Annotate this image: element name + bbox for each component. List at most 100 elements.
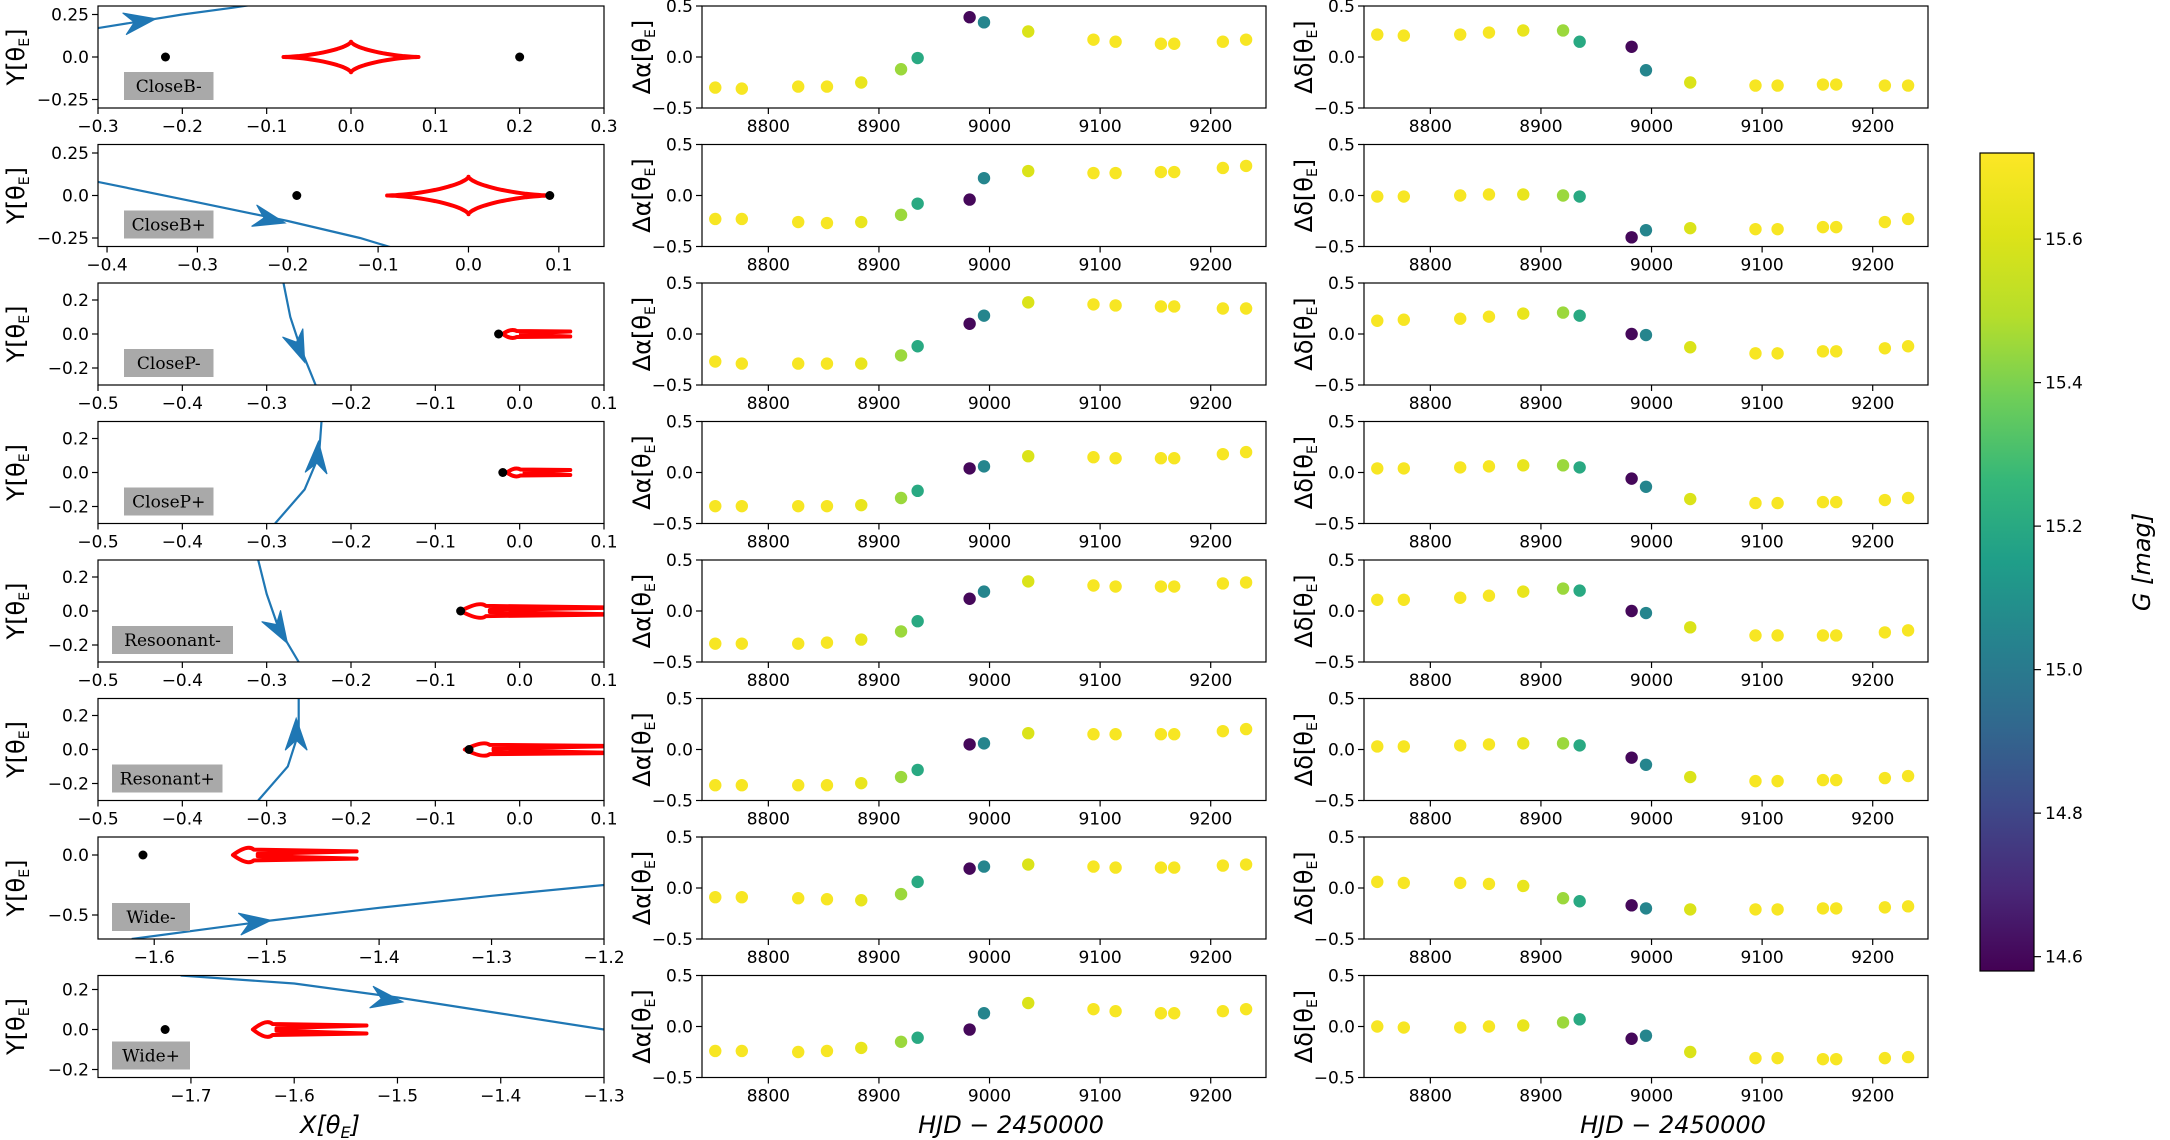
dalpha-panel-point	[977, 737, 991, 750]
dalpha-panel-xtick-label: 9000	[968, 671, 1011, 691]
caustic-panel-ytick-label: 0.2	[62, 568, 89, 588]
dalpha-panel-point	[894, 208, 908, 222]
dalpha-panel-frame	[701, 559, 1267, 663]
ddelta-panel-point	[1684, 1045, 1697, 1059]
dalpha-panel-point	[1087, 579, 1100, 592]
dalpha-panel-point	[855, 633, 868, 646]
caustic-panel-ytick-label: −0.2	[48, 636, 89, 656]
dalpha-panel-point	[911, 340, 924, 353]
ddelta-panel-point	[1625, 472, 1638, 485]
ddelta-panel-point	[1878, 626, 1892, 639]
dalpha-panel-point	[855, 357, 868, 370]
ddelta-panel-ytick-label: −0.5	[1314, 515, 1355, 535]
caustic-panel-xtick-label: 0.1	[422, 117, 449, 137]
dalpha-panel-point	[1022, 164, 1035, 178]
dalpha-panel-point	[963, 193, 976, 206]
ddelta-panel-xtick-label: 9000	[1630, 671, 1673, 691]
ddelta-panel-point	[1573, 739, 1586, 752]
dalpha-panel-point	[1154, 728, 1168, 741]
ddelta-panel-ytick-label: 0.5	[1328, 413, 1355, 433]
dalpha-panel-xtick-label: 8800	[747, 1087, 790, 1107]
dalpha-panel-xtick-label: 9200	[1189, 671, 1232, 691]
dalpha-panel-xtick-label: 9100	[1078, 671, 1121, 691]
ddelta-panel-point	[1771, 79, 1784, 92]
ddelta-panel-ylabel: Δδ[θE]	[1290, 159, 1321, 232]
dalpha-panel-xtick-label: 8800	[747, 117, 790, 137]
ddelta-panel-ytick-label: 0.0	[1328, 879, 1355, 899]
dalpha-panel-ytick-label: 0.0	[666, 187, 693, 207]
dalpha-panel-point	[963, 11, 976, 24]
dalpha-panel-xtick-label: 9100	[1078, 1087, 1121, 1107]
caustic-panel-xtick-label: −0.1	[357, 256, 398, 276]
dalpha-panel-point	[1087, 451, 1100, 464]
caustic-panel-xtick-label: −0.4	[162, 394, 203, 414]
ddelta-panel-point	[1573, 35, 1586, 48]
ddelta-panel-point	[1573, 461, 1586, 474]
ddelta-panel-point	[1771, 1051, 1784, 1065]
ddelta-panel-point	[1482, 589, 1496, 602]
lens-position	[464, 745, 474, 754]
caustic-panel: −0.5 −0.4 −0.3 −0.2 −0.1 0.0 0.1 −0.2 0.0 0.2 Reso…	[2, 559, 618, 691]
caustic-panel-frame	[97, 420, 605, 525]
ddelta-panel-ytick-label: 0.0	[1328, 48, 1355, 68]
caustic-panel-xtick-label: −0.3	[246, 671, 287, 691]
ddelta-panel-ytick-label: 0.5	[1328, 551, 1355, 571]
dalpha-panel-point	[735, 890, 749, 904]
dalpha-panel-point	[792, 499, 805, 513]
ddelta-panel-point	[1878, 901, 1892, 914]
dalpha-panel-xtick-label: 8800	[747, 394, 790, 414]
ddelta-panel-xtick-label: 8800	[1409, 394, 1452, 414]
ddelta-panel-xtick-label: 9100	[1740, 1087, 1783, 1107]
lens-position	[456, 606, 466, 616]
ddelta-panel-point	[1901, 212, 1915, 226]
caustic-panel-frame	[97, 143, 605, 248]
dalpha-panel-point	[792, 1045, 805, 1059]
ddelta-panel-xtick-label: 8900	[1519, 1087, 1562, 1107]
ddelta-panel-point	[1397, 190, 1411, 203]
dalpha-panel-ytick-label: 0.0	[666, 464, 693, 484]
ddelta-panel-point	[1878, 493, 1892, 507]
caustic-panel-ylabel: Y[θE]	[2, 167, 33, 225]
dalpha-panel-point	[1168, 861, 1181, 874]
caustic-panel-xtick-label: −0.3	[246, 394, 287, 414]
ddelta-panel-ytick-label: −0.5	[1314, 653, 1355, 673]
ddelta-panel-point	[1556, 737, 1570, 750]
dalpha-panel-point	[792, 215, 805, 229]
caustic-panel-xtick-label: −0.2	[330, 671, 371, 691]
source-trajectory	[98, 6, 252, 30]
x-axis-label-right: HJD − 2450000	[1580, 1111, 1766, 1139]
ddelta-panel-ylabel: Δδ[θE]	[1290, 990, 1321, 1063]
dalpha-panel-point	[735, 499, 749, 513]
dalpha-panel-point	[977, 16, 991, 29]
caustic-curve	[500, 328, 573, 340]
trajectory-arrow	[284, 716, 308, 751]
dalpha-panel-point	[963, 862, 976, 875]
colorbar-tick-label: 14.6	[2045, 948, 2083, 968]
caustic-panel-frame	[97, 974, 605, 1079]
dalpha-panel-ytick-label: 0.0	[666, 879, 693, 899]
dalpha-panel-point	[709, 890, 722, 904]
dalpha-panel-xtick-label: 8900	[857, 256, 900, 276]
ddelta-panel-xtick-label: 9200	[1851, 948, 1894, 968]
dalpha-panel-point	[894, 491, 908, 505]
dalpha-panel-xtick-label: 9000	[968, 810, 1011, 830]
ddelta-panel-ylabel: Δδ[θE]	[1290, 436, 1321, 509]
dalpha-panel-point	[709, 499, 722, 513]
ddelta-panel-frame	[1363, 836, 1929, 940]
caustic-panel-ytick-label: 0.25	[51, 144, 89, 164]
dalpha-panel-ylabel: Δα[θE]	[628, 989, 659, 1064]
dalpha-panel-xtick-label: 8800	[747, 256, 790, 276]
ddelta-panel-point	[1371, 1020, 1384, 1033]
lens-position	[138, 850, 148, 860]
ddelta-panel-point	[1816, 629, 1830, 642]
ddelta-panel-xtick-label: 9000	[1630, 394, 1673, 414]
caustic-panel-xtick-label: 0.0	[506, 671, 533, 691]
dalpha-panel-point	[1022, 996, 1035, 1010]
dalpha-panel-point	[855, 498, 868, 512]
dalpha-panel-xtick-label: 9100	[1078, 394, 1121, 414]
caustic-panel-ylabel: Y[θE]	[2, 29, 33, 87]
dalpha-panel-xtick-label: 9000	[968, 256, 1011, 276]
dalpha-panel: 8800 8900 9000 9100 9200 −0.5 0.0 0.5 Δα[θE]	[628, 413, 1267, 553]
model-label-box	[124, 72, 214, 100]
